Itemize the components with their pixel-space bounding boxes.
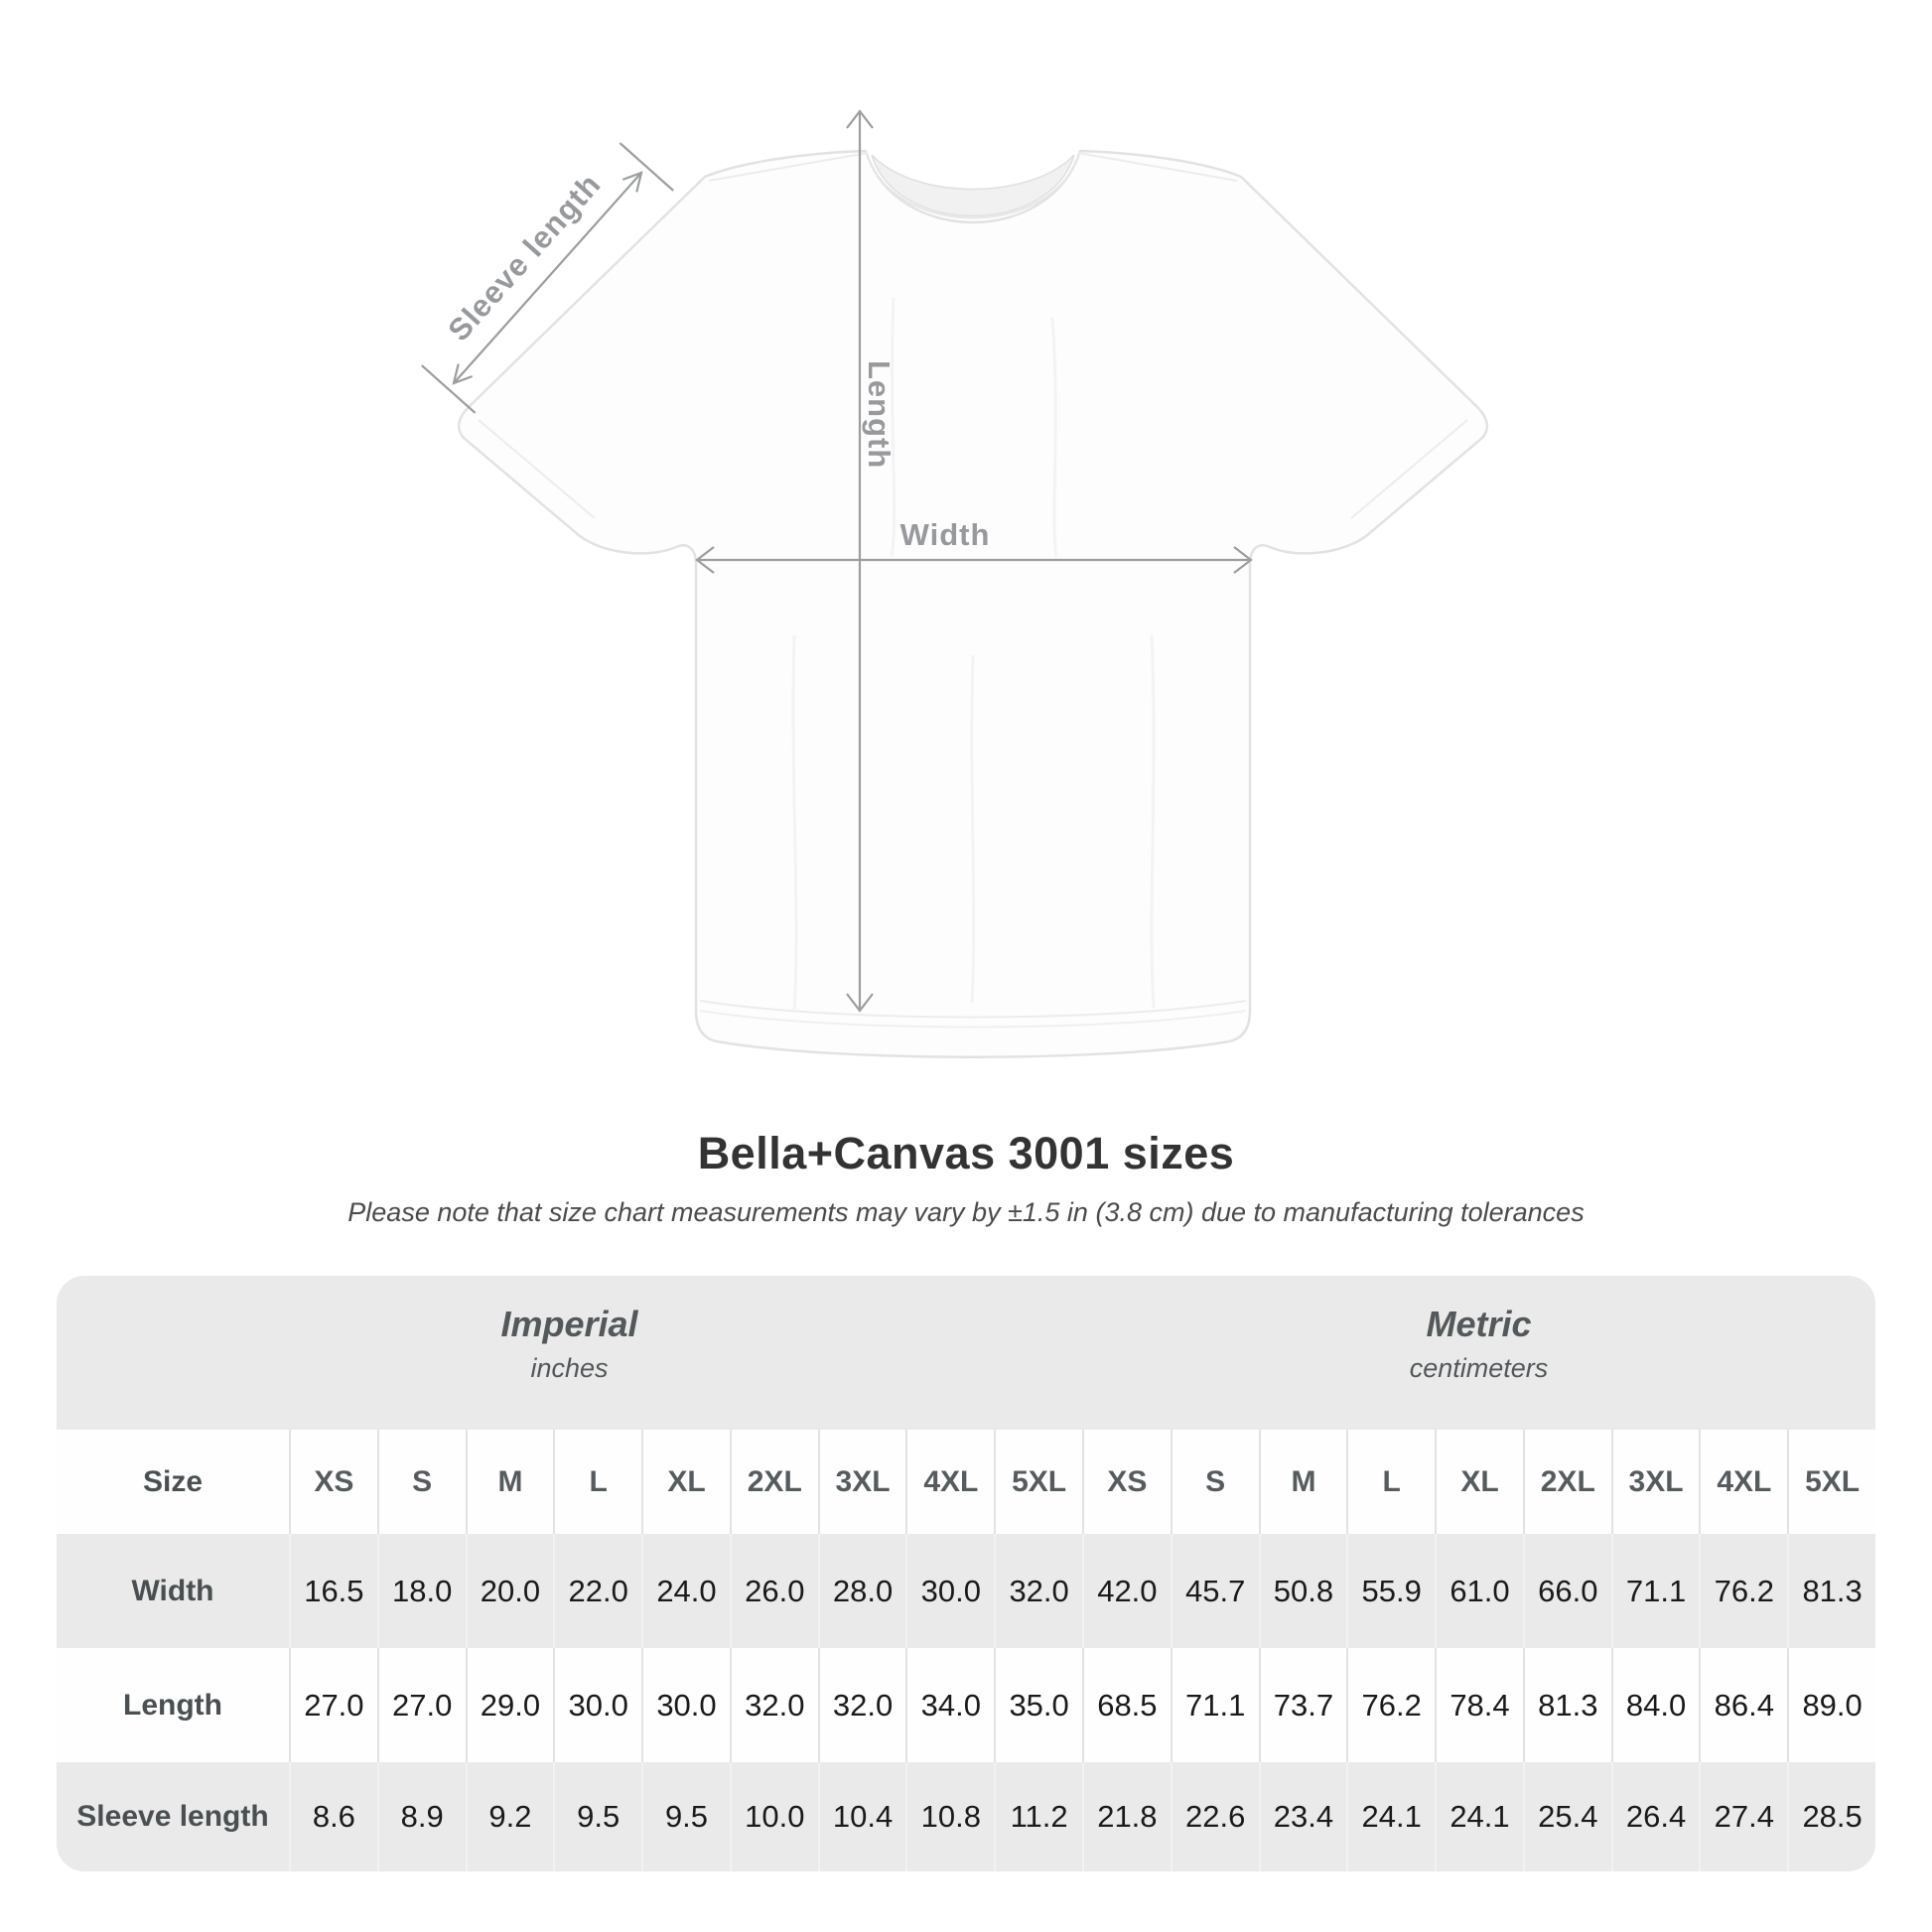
- value-cell: 66.0: [1522, 1534, 1611, 1648]
- imperial-unit: inches: [530, 1353, 609, 1383]
- size-col-header: 2XL: [1522, 1430, 1611, 1534]
- value-cell: 29.0: [465, 1648, 554, 1762]
- value-cell: 10.8: [905, 1762, 994, 1871]
- value-cell: 71.1: [1610, 1534, 1700, 1648]
- unit-group-imperial: Imperial inches: [57, 1276, 1082, 1430]
- value-cell: 11.2: [994, 1762, 1082, 1871]
- value-cell: 81.3: [1522, 1648, 1611, 1762]
- size-col-header: XL: [641, 1430, 730, 1534]
- value-cell: 61.0: [1435, 1534, 1523, 1648]
- value-cell: 32.0: [817, 1648, 906, 1762]
- value-cell: 9.2: [465, 1762, 554, 1871]
- value-cell: 10.4: [817, 1762, 906, 1871]
- size-col-header: 2XL: [729, 1430, 818, 1534]
- value-cell: 25.4: [1522, 1762, 1611, 1871]
- size-col-header: 5XL: [1787, 1430, 1875, 1534]
- value-cell: 86.4: [1699, 1648, 1787, 1762]
- size-col-header: XL: [1435, 1430, 1523, 1534]
- value-cell: 24.1: [1435, 1762, 1523, 1871]
- value-cell: 89.0: [1787, 1648, 1875, 1762]
- value-cell: 16.5: [289, 1534, 377, 1648]
- value-cell: 27.0: [289, 1648, 377, 1762]
- value-cell: 45.7: [1170, 1534, 1259, 1648]
- size-col-header: S: [1170, 1430, 1259, 1534]
- tshirt-size-diagram: Sleeve length Length Width: [421, 109, 1489, 1058]
- value-cell: 35.0: [994, 1648, 1082, 1762]
- value-cell: 68.5: [1082, 1648, 1171, 1762]
- size-col-header: S: [376, 1430, 466, 1534]
- length-label: Length: [862, 360, 897, 469]
- value-cell: 21.8: [1082, 1762, 1171, 1871]
- value-cell: 8.6: [289, 1762, 377, 1871]
- size-table: Imperial inches Metric centimeters Size X…: [57, 1276, 1875, 1871]
- value-cell: 9.5: [553, 1762, 641, 1871]
- unit-header-row: Imperial inches Metric centimeters: [57, 1276, 1875, 1430]
- size-col-header: 3XL: [1610, 1430, 1700, 1534]
- value-cell: 34.0: [905, 1648, 994, 1762]
- unit-group-metric: Metric centimeters: [1082, 1276, 1875, 1430]
- measurement-label: Length: [123, 1688, 222, 1722]
- value-cell: 81.3: [1787, 1534, 1875, 1648]
- width-arrow: [695, 546, 1253, 574]
- value-cell: 71.1: [1170, 1648, 1259, 1762]
- size-col-header: XS: [1082, 1430, 1171, 1534]
- size-col-header: 3XL: [817, 1430, 906, 1534]
- value-cell: 18.0: [376, 1534, 466, 1648]
- size-col-header: 4XL: [905, 1430, 994, 1534]
- row-0: Width 16.5 18.0 20.0 22.0 24.0 26.0 28.0 30.0 32.…: [57, 1534, 1875, 1648]
- value-cell: 55.9: [1346, 1534, 1435, 1648]
- value-cell: 78.4: [1435, 1648, 1523, 1762]
- value-cell: 30.0: [553, 1648, 641, 1762]
- value-cell: 26.0: [729, 1534, 818, 1648]
- size-col-header: 5XL: [994, 1430, 1082, 1534]
- measurement-label: Width: [131, 1574, 214, 1607]
- value-cell: 27.4: [1699, 1762, 1787, 1871]
- value-cell: 76.2: [1346, 1648, 1435, 1762]
- metric-unit: centimeters: [1409, 1353, 1549, 1383]
- tshirt-graphic: [457, 149, 1489, 1058]
- imperial-label: Imperial: [500, 1304, 638, 1344]
- size-col-header: M: [1258, 1430, 1347, 1534]
- size-col-header: L: [553, 1430, 641, 1534]
- value-cell: 76.2: [1699, 1534, 1787, 1648]
- value-cell: 24.0: [641, 1534, 730, 1648]
- value-cell: 28.0: [817, 1534, 906, 1648]
- size-col-header: M: [465, 1430, 554, 1534]
- measurement-label: Sleeve length: [76, 1800, 269, 1833]
- value-cell: 20.0: [465, 1534, 554, 1648]
- value-cell: 32.0: [729, 1648, 818, 1762]
- value-cell: 27.0: [376, 1648, 466, 1762]
- value-cell: 24.1: [1346, 1762, 1435, 1871]
- value-cell: 10.0: [729, 1762, 818, 1871]
- value-cell: 28.5: [1787, 1762, 1875, 1871]
- value-cell: 26.4: [1610, 1762, 1700, 1871]
- value-cell: 30.0: [905, 1534, 994, 1648]
- value-cell: 50.8: [1258, 1534, 1347, 1648]
- size-header-row: Size XS S M L XL 2XL 3XL 4XL 5XL XS S M L XL 2XL 3XL 4XL 5…: [57, 1430, 1875, 1534]
- value-cell: 22.0: [553, 1534, 641, 1648]
- page-subtitle: Please note that size chart measurements…: [347, 1197, 1585, 1227]
- value-cell: 42.0: [1082, 1534, 1171, 1648]
- page-title: Bella+Canvas 3001 sizes: [697, 1128, 1235, 1178]
- value-cell: 84.0: [1610, 1648, 1700, 1762]
- size-col-header: 4XL: [1699, 1430, 1787, 1534]
- value-cell: 9.5: [641, 1762, 730, 1871]
- value-cell: 30.0: [641, 1648, 730, 1762]
- size-col-header: L: [1346, 1430, 1435, 1534]
- value-cell: 32.0: [994, 1534, 1082, 1648]
- collar: [871, 154, 1075, 217]
- row-1: Length 27.0 27.0 29.0 30.0 30.0 32.0 32.0 34.0 35…: [57, 1648, 1875, 1762]
- value-cell: 8.9: [376, 1762, 466, 1871]
- sleeve-length-arrow: [421, 142, 674, 414]
- value-cell: 22.6: [1170, 1762, 1259, 1871]
- metric-label: Metric: [1426, 1304, 1532, 1344]
- row-2: Sleeve length 8.6 8.9 9.2 9.5 9.5 10.0 10.4 10.8…: [57, 1762, 1875, 1871]
- value-cell: 73.7: [1258, 1648, 1347, 1762]
- size-col-header: XS: [289, 1430, 377, 1534]
- size-corner-label: Size: [142, 1464, 204, 1498]
- value-cell: 23.4: [1258, 1762, 1347, 1871]
- width-label: Width: [900, 517, 991, 552]
